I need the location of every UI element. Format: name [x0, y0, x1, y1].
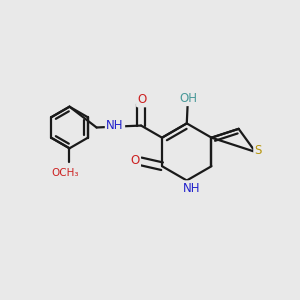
Text: NH: NH — [183, 182, 200, 195]
Text: O: O — [137, 93, 147, 106]
Text: OH: OH — [180, 92, 198, 105]
Text: S: S — [255, 145, 262, 158]
Text: O: O — [130, 154, 140, 167]
Text: OCH₃: OCH₃ — [52, 169, 80, 178]
Text: NH: NH — [106, 119, 124, 132]
